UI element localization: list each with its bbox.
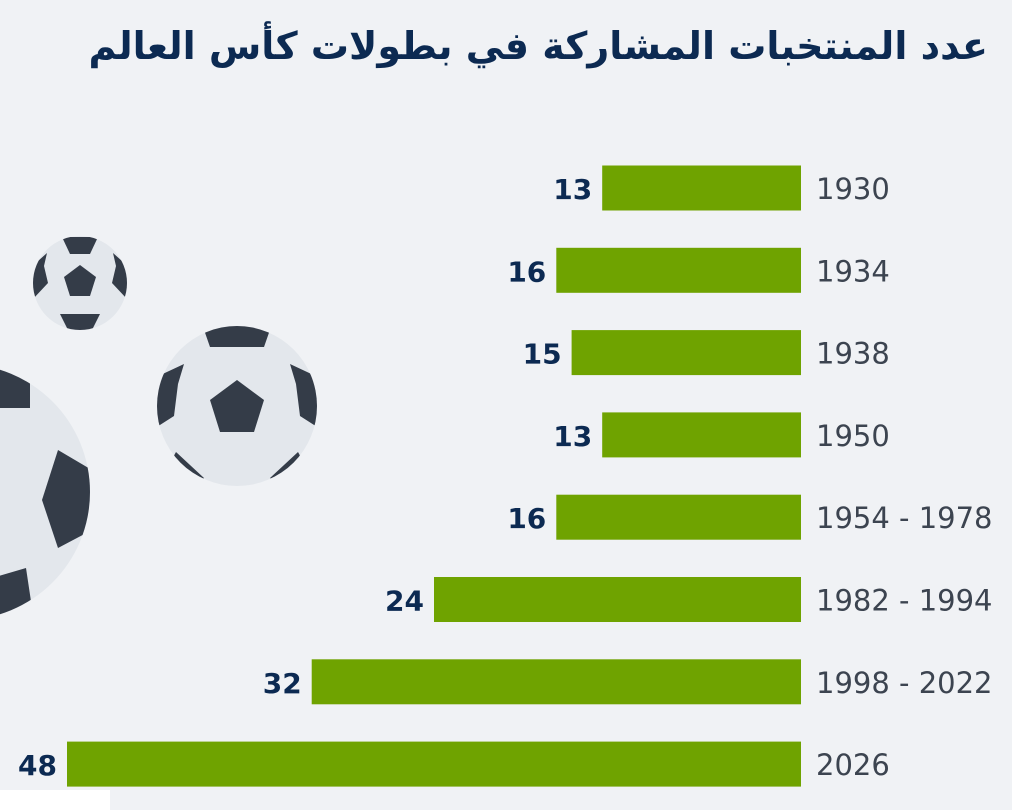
bar-3	[602, 412, 801, 458]
bar-value-label: 24	[385, 585, 424, 618]
bar-value-label: 13	[553, 173, 592, 206]
bar-group: 13 1930 16 1934 15 1938 13 1950 16 1954 - 1978 24 1…	[18, 165, 993, 787]
category-label: 1954 - 1978	[816, 501, 993, 535]
bar-7	[67, 741, 801, 787]
category-label: 2026	[816, 748, 890, 782]
bottom-edge-strip	[0, 790, 110, 810]
bar-2	[571, 330, 801, 376]
soccer-ball-icon	[33, 236, 127, 330]
soccer-ball-icon	[157, 326, 317, 486]
bar-value-label: 32	[263, 667, 302, 700]
category-label: 1934	[816, 254, 890, 288]
bar-value-label: 15	[523, 338, 562, 371]
bar-6	[311, 659, 801, 705]
bar-value-label: 13	[553, 420, 592, 453]
soccer-ball-icon	[0, 364, 90, 618]
bar-value-label: 16	[507, 255, 546, 288]
bar-1	[556, 247, 801, 293]
bar-value-label: 48	[18, 749, 57, 782]
category-label: 1998 - 2022	[816, 666, 993, 700]
bar-5	[434, 577, 801, 622]
bar-0	[602, 165, 801, 211]
chart-title: عدد المنتخبات المشاركة في بطولات كأس الع…	[88, 24, 988, 68]
bar-4	[556, 494, 801, 540]
bar-value-label: 16	[507, 502, 546, 535]
category-label: 1938	[816, 337, 890, 371]
category-label: 1930	[816, 172, 890, 206]
category-label: 1950	[816, 419, 890, 453]
category-label: 1982 - 1994	[816, 584, 993, 618]
